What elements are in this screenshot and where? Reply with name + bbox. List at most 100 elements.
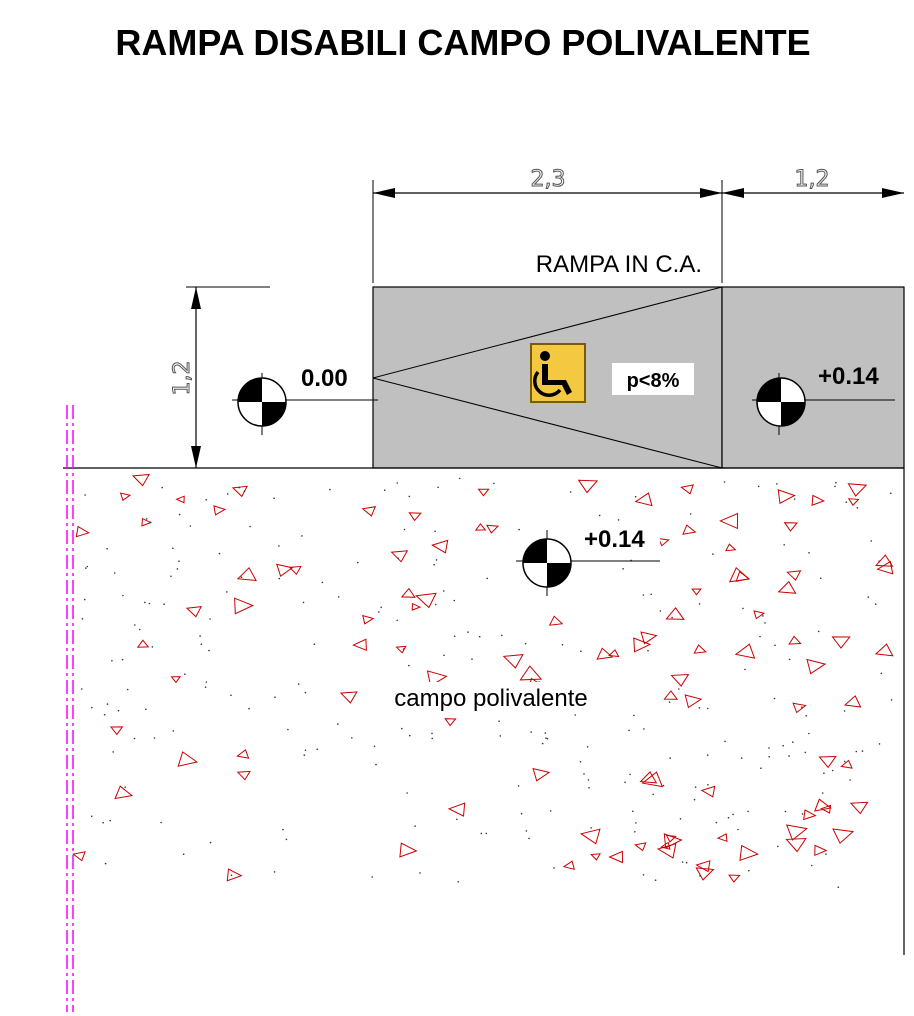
hatch-dot bbox=[742, 607, 744, 610]
hatch-dot bbox=[579, 761, 582, 763]
hatch-dot bbox=[622, 568, 624, 570]
hatch-triangle bbox=[811, 494, 826, 506]
hatch-dot bbox=[273, 497, 275, 500]
hatch-dot bbox=[768, 747, 770, 749]
hatch-triangle bbox=[634, 492, 653, 507]
hatch-dot bbox=[831, 769, 834, 772]
hatch-dot bbox=[401, 727, 403, 730]
hatch-dot bbox=[117, 709, 120, 712]
hatch-dot bbox=[178, 560, 180, 562]
hatch-dot bbox=[549, 810, 552, 812]
hatch-triangle bbox=[753, 610, 766, 620]
hatch-dot bbox=[396, 619, 399, 622]
hatch-dot bbox=[561, 644, 564, 646]
hatch-triangle bbox=[608, 850, 624, 864]
hatch-dot bbox=[747, 810, 749, 813]
hatch-dot bbox=[103, 713, 106, 716]
hatch-dot bbox=[91, 706, 93, 709]
hatch-dot bbox=[205, 499, 207, 501]
hatch-triangle bbox=[288, 565, 302, 576]
hatch-triangle bbox=[213, 505, 227, 516]
hatch-dot bbox=[706, 754, 709, 756]
hatch-triangle bbox=[399, 842, 418, 858]
hatch-dot bbox=[633, 714, 635, 717]
hatch-triangle bbox=[175, 495, 185, 504]
hatch-dot bbox=[138, 628, 141, 631]
hatch-dot bbox=[768, 755, 770, 758]
level-marker-field bbox=[516, 524, 660, 596]
hatch-dot bbox=[878, 560, 880, 562]
field-label: campo polivalente bbox=[394, 685, 587, 712]
hatch-dot bbox=[843, 760, 846, 763]
hatch-triangle bbox=[843, 695, 862, 708]
hatch-dot bbox=[145, 708, 147, 711]
hatch-triangle bbox=[847, 483, 868, 497]
hatch-dot bbox=[874, 603, 877, 605]
hatch-triangle bbox=[352, 638, 367, 652]
hatch-dot bbox=[707, 784, 709, 786]
hatch-dot bbox=[396, 482, 399, 484]
hatch-dot bbox=[480, 832, 483, 835]
hatch-triangle bbox=[682, 524, 697, 535]
hatch-dot bbox=[457, 881, 460, 883]
hatch-dot bbox=[337, 723, 339, 725]
level-landing-label: +0.14 bbox=[818, 363, 879, 390]
hatch-dot bbox=[740, 757, 743, 759]
hatch-dot bbox=[727, 817, 730, 819]
hatch-dot bbox=[90, 815, 93, 818]
hatch-triangle bbox=[579, 828, 601, 845]
hatch-dot bbox=[808, 552, 810, 554]
hatch-dot bbox=[624, 781, 626, 784]
hatch-dot bbox=[634, 831, 636, 833]
hatch-triangle bbox=[785, 824, 808, 841]
hatch-dot bbox=[843, 710, 846, 712]
hatch-dot bbox=[493, 482, 495, 485]
level-start-label: 0.00 bbox=[301, 365, 348, 392]
hatch-dot bbox=[124, 786, 126, 788]
hatch-triangle bbox=[700, 785, 716, 798]
hatch-triangle bbox=[236, 770, 251, 781]
hatch-dot bbox=[243, 490, 246, 493]
hatch-dot bbox=[81, 618, 84, 620]
hatch-dot bbox=[375, 763, 377, 766]
hatch-dot bbox=[545, 737, 547, 739]
hatch-dot bbox=[647, 649, 649, 652]
hatch-triangle bbox=[170, 676, 182, 684]
hatch-triangle bbox=[477, 488, 490, 497]
landing-length-dimension: 1,2 bbox=[795, 167, 830, 192]
hatch-dot bbox=[435, 559, 438, 561]
hatch-dot bbox=[810, 864, 813, 867]
hatch-dot bbox=[662, 784, 665, 787]
hatch-dot bbox=[642, 594, 645, 596]
top-dimension: 2,3 1,2 bbox=[372, 167, 904, 283]
hatch-dot bbox=[861, 750, 864, 752]
hatch-dot bbox=[569, 491, 572, 493]
hatch-dot bbox=[85, 567, 87, 569]
hatch-dot bbox=[774, 644, 776, 647]
hatch-dot bbox=[801, 813, 804, 815]
ramp-width-dimension: 1,2 bbox=[170, 361, 195, 396]
hatch-dot bbox=[628, 729, 630, 732]
hatch-triangle bbox=[119, 492, 132, 502]
hatch-dot bbox=[208, 649, 210, 652]
ramp-length-dimension: 2,3 bbox=[531, 167, 566, 192]
hatch-dot bbox=[431, 737, 434, 740]
hatch-triangle bbox=[519, 665, 543, 681]
hatch-triangle bbox=[777, 580, 797, 594]
hatch-dot bbox=[574, 714, 576, 716]
wheelchair-icon bbox=[530, 343, 586, 403]
hatch-triangle bbox=[444, 718, 457, 727]
hatch-triangle bbox=[728, 874, 741, 883]
hatch-dot bbox=[86, 565, 89, 568]
hatch-triangle bbox=[792, 702, 807, 714]
hatch-triangle bbox=[693, 644, 707, 654]
hatch-dot bbox=[273, 871, 276, 873]
hatch-triangle bbox=[634, 842, 647, 852]
hatch-dot bbox=[121, 658, 124, 661]
hatch-dot bbox=[153, 737, 156, 739]
hatch-triangle bbox=[633, 637, 652, 653]
hatch-dot bbox=[737, 828, 739, 831]
hatch-triangle bbox=[532, 767, 551, 782]
hatch-dot bbox=[698, 603, 701, 605]
hatch-dot bbox=[297, 683, 300, 685]
